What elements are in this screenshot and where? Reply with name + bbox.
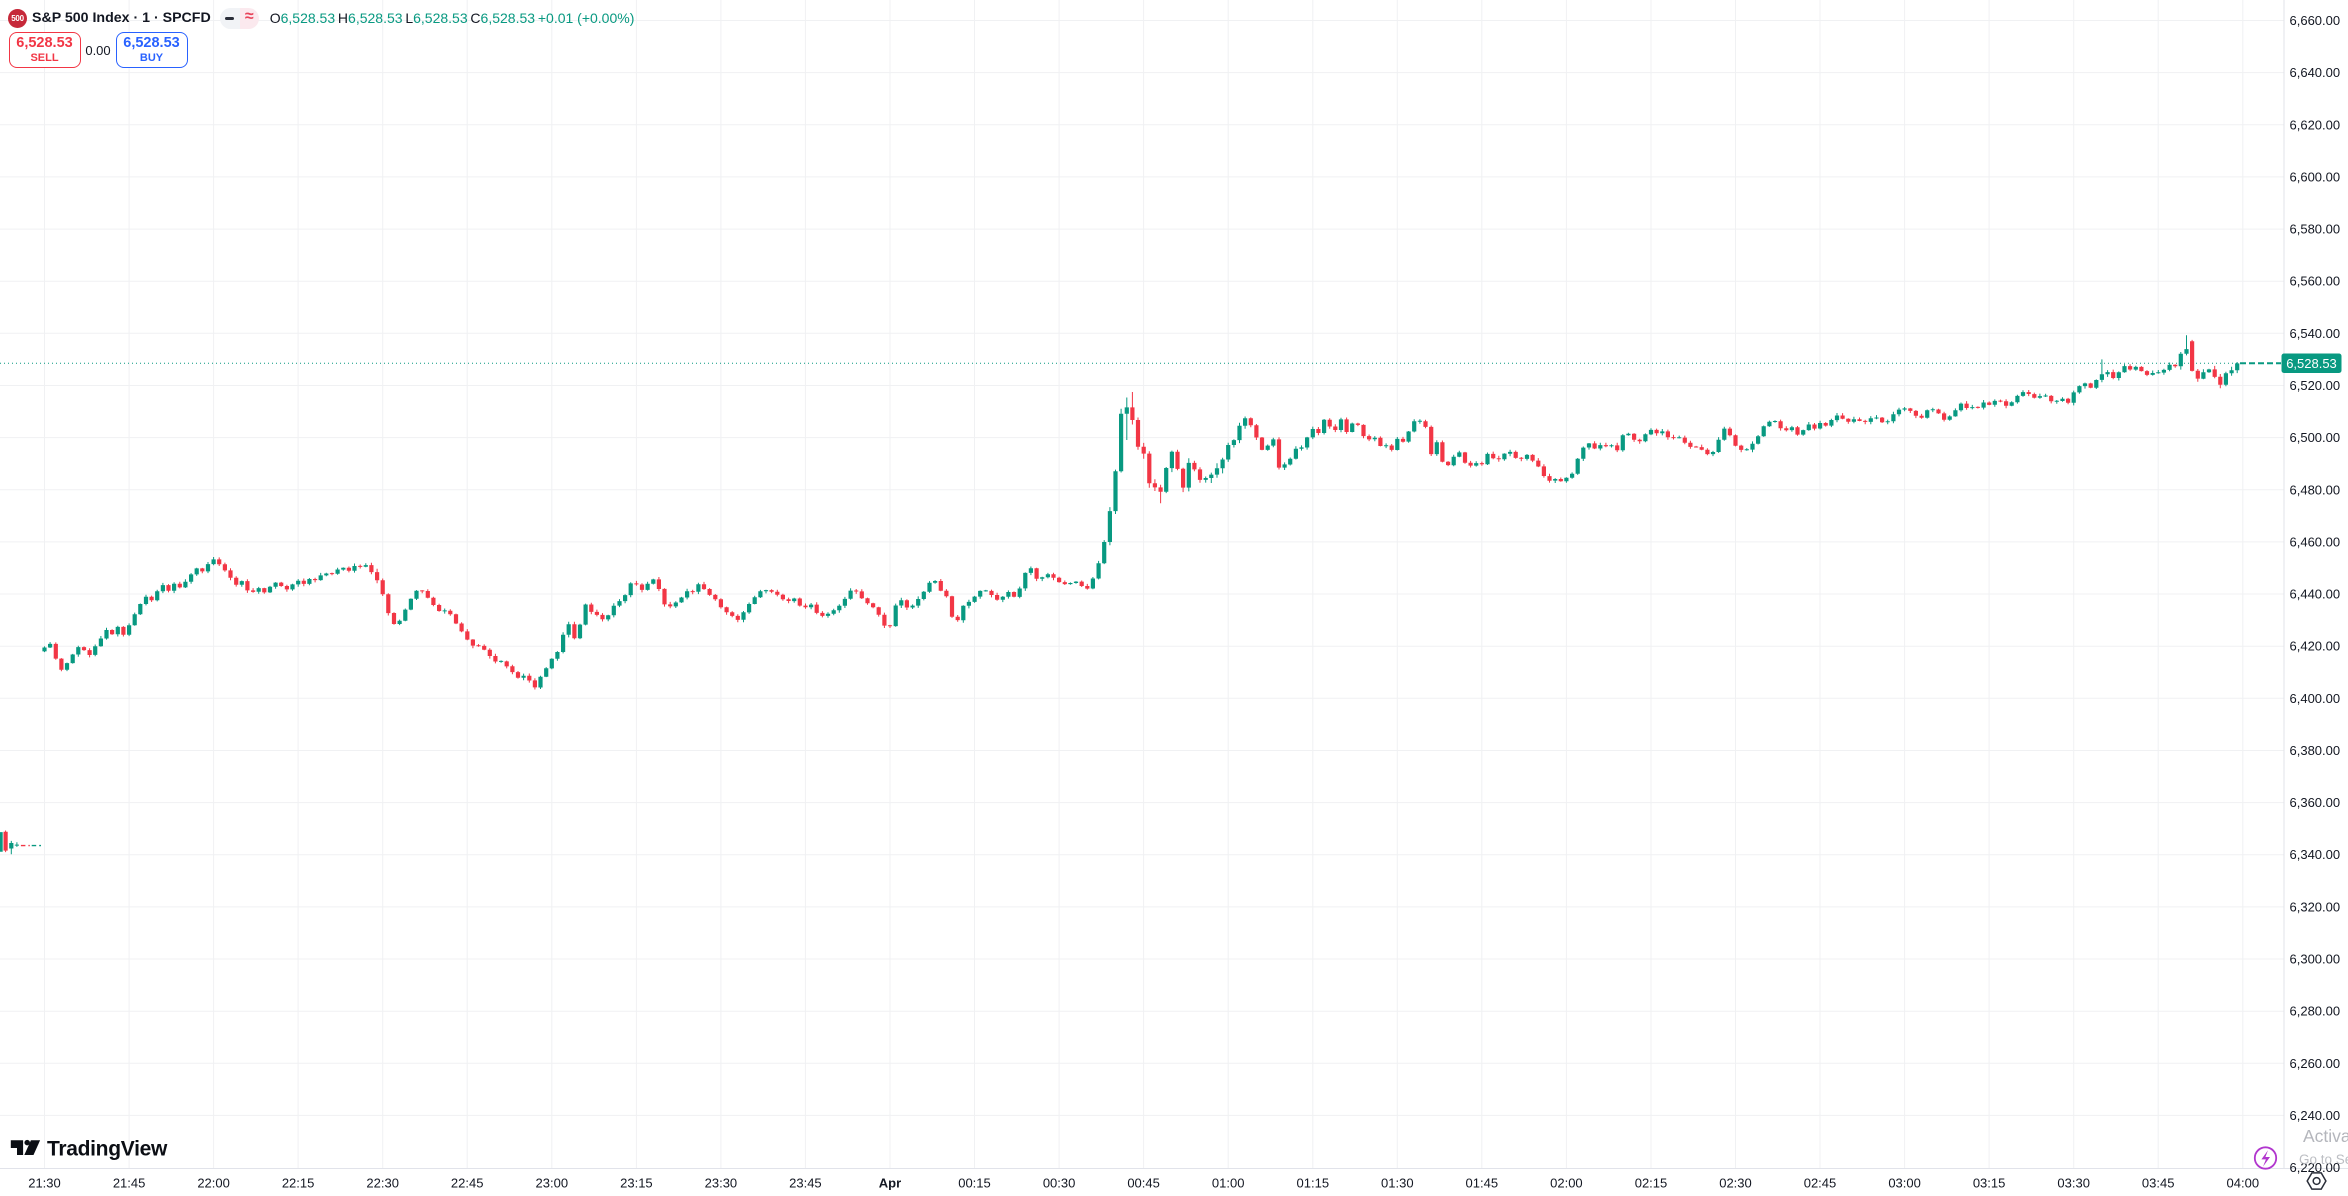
svg-text:6,460.00: 6,460.00 — [2290, 534, 2341, 549]
svg-text:03:30: 03:30 — [2057, 1176, 2090, 1191]
svg-text:03:45: 03:45 — [2142, 1176, 2175, 1191]
svg-text:23:45: 23:45 — [789, 1176, 822, 1191]
svg-text:00:45: 00:45 — [1127, 1176, 1160, 1191]
svg-text:01:45: 01:45 — [1466, 1176, 1499, 1191]
svg-text:6,660.00: 6,660.00 — [2290, 13, 2341, 28]
svg-text:03:15: 03:15 — [1973, 1176, 2006, 1191]
svg-text:01:15: 01:15 — [1297, 1176, 1330, 1191]
svg-text:6,380.00: 6,380.00 — [2290, 743, 2341, 758]
svg-text:23:30: 23:30 — [705, 1176, 738, 1191]
svg-text:6,400.00: 6,400.00 — [2290, 691, 2341, 706]
svg-text:00:15: 00:15 — [958, 1176, 991, 1191]
svg-text:6,528.53: 6,528.53 — [2286, 356, 2337, 371]
svg-text:23:00: 23:00 — [536, 1176, 569, 1191]
svg-text:Apr: Apr — [879, 1176, 901, 1191]
svg-text:6,440.00: 6,440.00 — [2290, 587, 2341, 602]
svg-text:01:00: 01:00 — [1212, 1176, 1245, 1191]
svg-text:00:30: 00:30 — [1043, 1176, 1076, 1191]
svg-text:6,360.00: 6,360.00 — [2290, 795, 2341, 810]
svg-text:22:45: 22:45 — [451, 1176, 484, 1191]
svg-text:6,560.00: 6,560.00 — [2290, 274, 2341, 289]
svg-text:23:15: 23:15 — [620, 1176, 653, 1191]
svg-text:22:15: 22:15 — [282, 1176, 315, 1191]
svg-text:6,240.00: 6,240.00 — [2290, 1108, 2341, 1123]
svg-text:6,500.00: 6,500.00 — [2290, 430, 2341, 445]
svg-text:03:00: 03:00 — [1888, 1176, 1921, 1191]
svg-text:6,220.00: 6,220.00 — [2290, 1160, 2341, 1175]
svg-text:22:00: 22:00 — [197, 1176, 230, 1191]
svg-text:6,320.00: 6,320.00 — [2290, 899, 2341, 914]
svg-text:01:30: 01:30 — [1381, 1176, 1414, 1191]
svg-text:22:30: 22:30 — [366, 1176, 399, 1191]
svg-text:02:00: 02:00 — [1550, 1176, 1583, 1191]
svg-text:04:00: 04:00 — [2227, 1176, 2260, 1191]
svg-text:21:30: 21:30 — [28, 1176, 61, 1191]
svg-text:6,260.00: 6,260.00 — [2290, 1056, 2341, 1071]
svg-text:6,340.00: 6,340.00 — [2290, 847, 2341, 862]
svg-text:6,540.00: 6,540.00 — [2290, 326, 2341, 341]
svg-text:21:45: 21:45 — [113, 1176, 146, 1191]
svg-text:6,600.00: 6,600.00 — [2290, 169, 2341, 184]
svg-text:02:15: 02:15 — [1635, 1176, 1668, 1191]
svg-text:02:45: 02:45 — [1804, 1176, 1837, 1191]
svg-text:6,640.00: 6,640.00 — [2290, 65, 2341, 80]
svg-text:6,420.00: 6,420.00 — [2290, 639, 2341, 654]
svg-text:02:30: 02:30 — [1719, 1176, 1752, 1191]
svg-text:6,520.00: 6,520.00 — [2290, 378, 2341, 393]
svg-text:6,620.00: 6,620.00 — [2290, 117, 2341, 132]
svg-text:6,300.00: 6,300.00 — [2290, 952, 2341, 967]
svg-text:6,580.00: 6,580.00 — [2290, 222, 2341, 237]
svg-text:6,280.00: 6,280.00 — [2290, 1004, 2341, 1019]
svg-text:6,480.00: 6,480.00 — [2290, 482, 2341, 497]
svg-text:TradingView: TradingView — [47, 1138, 168, 1161]
